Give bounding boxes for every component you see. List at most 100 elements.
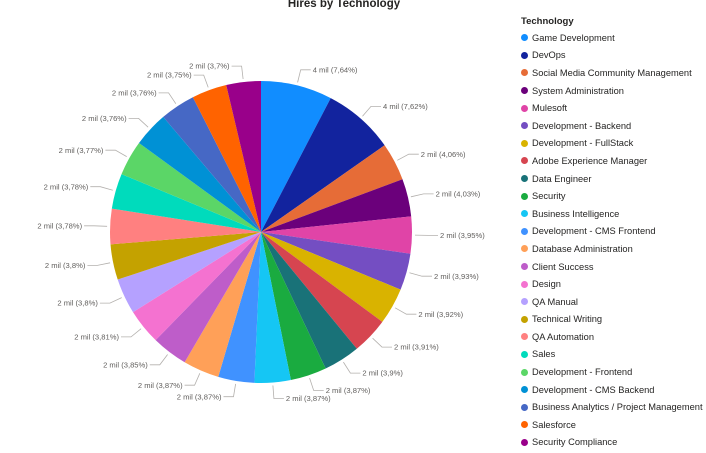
leader-line <box>409 272 432 277</box>
leader-line <box>105 149 127 157</box>
pie-slice[interactable] <box>163 97 261 233</box>
data-label: 2 mil (3,87%) <box>286 394 331 403</box>
legend-label: Mulesoft <box>532 103 568 114</box>
data-label: 2 mil (3,76%) <box>82 114 127 123</box>
data-label: 2 mil (3,93%) <box>434 272 479 281</box>
legend-item[interactable]: Salesforce <box>521 416 706 434</box>
data-label: 4 mil (7,62%) <box>383 102 428 111</box>
data-label: 4 mil (7,64%) <box>313 65 358 74</box>
pie-slice[interactable] <box>110 232 262 280</box>
legend-label: Development - CMS Frontend <box>532 226 656 237</box>
legend-item[interactable]: Development - Frontend <box>521 363 706 381</box>
legend-item[interactable]: Security Compliance <box>521 434 706 452</box>
data-label: 2 mil (3,85%) <box>103 360 148 369</box>
legend-item[interactable]: Sales <box>521 346 706 364</box>
legend-item[interactable]: Security <box>521 187 706 205</box>
legend-title: Technology <box>521 16 574 27</box>
data-label: 2 mil (3,9%) <box>362 369 403 378</box>
legend-item[interactable]: Business Intelligence <box>521 205 706 223</box>
legend-item[interactable]: Data Engineer <box>521 170 706 188</box>
legend-marker <box>521 245 528 253</box>
legend-label: Design <box>532 279 561 290</box>
legend-label: System Administration <box>532 85 624 96</box>
pie-slice[interactable] <box>184 232 261 377</box>
data-label: 2 mil (3,78%) <box>37 221 82 230</box>
data-label: 2 mil (3,76%) <box>112 89 157 98</box>
legend-item[interactable]: DevOps <box>521 47 706 65</box>
legend-marker <box>521 298 528 306</box>
legend-item[interactable]: QA Automation <box>521 328 706 346</box>
legend-marker <box>521 122 528 130</box>
data-label: 2 mil (3,95%) <box>440 231 485 240</box>
pie-slice[interactable] <box>261 232 411 290</box>
data-label: 2 mil (3,78%) <box>44 182 89 191</box>
legend-item[interactable]: Development - FullStack <box>521 135 706 153</box>
legend-marker <box>521 263 528 271</box>
legend-item[interactable]: Client Success <box>521 258 706 276</box>
legend-label: Business Analytics / Project Management <box>532 402 703 413</box>
pie-slice[interactable] <box>139 116 261 232</box>
legend-label: Development - FullStack <box>532 138 634 149</box>
pie-slice[interactable] <box>261 232 357 369</box>
legend-label: DevOps <box>532 50 566 61</box>
leader-line <box>372 337 392 348</box>
pie-slice[interactable] <box>117 232 261 313</box>
pie-slice[interactable] <box>192 85 261 232</box>
pie-slice[interactable] <box>261 145 403 232</box>
leader-line <box>362 106 381 117</box>
legend-marker <box>521 315 528 323</box>
pie-slice[interactable] <box>261 232 383 349</box>
legend-item[interactable]: Development - CMS Frontend <box>521 223 706 241</box>
legend-label: Social Media Community Management <box>532 67 692 78</box>
pie-slice[interactable] <box>226 81 261 232</box>
pie-slice[interactable] <box>121 143 261 232</box>
legend-item[interactable]: System Administration <box>521 82 706 100</box>
legend-label: Security Compliance <box>532 437 618 448</box>
pie-slice[interactable] <box>218 232 261 383</box>
legend-marker <box>521 104 528 112</box>
legend-item[interactable]: Development - Backend <box>521 117 706 135</box>
leader-line <box>231 65 244 80</box>
pie-slice[interactable] <box>111 174 261 232</box>
legend-marker <box>521 34 528 42</box>
pie-slice[interactable] <box>254 232 291 383</box>
legend-item[interactable]: Social Media Community Management <box>521 64 706 82</box>
legend-item[interactable]: Mulesoft <box>521 99 706 117</box>
leader-line <box>90 186 113 191</box>
legend-marker <box>521 386 528 394</box>
pie-slice[interactable] <box>261 216 413 254</box>
legend-marker <box>521 87 528 95</box>
leader-line <box>149 354 168 366</box>
legend-item[interactable]: Technical Writing <box>521 311 706 329</box>
legend-marker <box>521 51 528 59</box>
pie-slice[interactable] <box>261 98 385 232</box>
legend-item[interactable]: Game Development <box>521 29 706 47</box>
legend-item[interactable]: Business Analytics / Project Management <box>521 398 706 416</box>
leader-line <box>99 297 122 304</box>
pie-slice[interactable] <box>109 208 262 245</box>
legend-item[interactable]: Adobe Experience Manager <box>521 152 706 170</box>
legend-item[interactable]: QA Manual <box>521 293 706 311</box>
pie-slice[interactable] <box>261 81 331 232</box>
pie-chart: 4 mil (7,64%) 4 mil (7,62%) 2 mil (4,06%) 2… <box>37 62 485 403</box>
legend-label: Development - CMS Backend <box>532 384 655 395</box>
pie-slice[interactable] <box>261 232 326 381</box>
legend-marker <box>521 175 528 183</box>
legend-label: QA Automation <box>532 331 595 342</box>
data-label: 2 mil (4,03%) <box>436 190 481 199</box>
legend-item[interactable]: Development - CMS Backend <box>521 381 706 399</box>
pie-slice[interactable] <box>155 232 261 363</box>
legend-label: Game Development <box>532 32 615 43</box>
legend-marker <box>521 227 528 235</box>
pie-slice[interactable] <box>261 232 401 322</box>
legend-label: Business Intelligence <box>532 208 620 219</box>
pie-slice[interactable] <box>261 179 412 232</box>
data-label: 2 mil (3,8%) <box>57 299 98 308</box>
legend-label: QA Manual <box>532 296 578 307</box>
legend-label: Adobe Experience Manager <box>532 155 648 166</box>
legend-item[interactable]: Design <box>521 275 706 293</box>
legend-label: Technical Writing <box>532 314 603 325</box>
legend-item[interactable]: Database Administration <box>521 240 706 258</box>
data-label: 2 mil (3,87%) <box>326 386 371 395</box>
pie-slice[interactable] <box>133 232 261 341</box>
